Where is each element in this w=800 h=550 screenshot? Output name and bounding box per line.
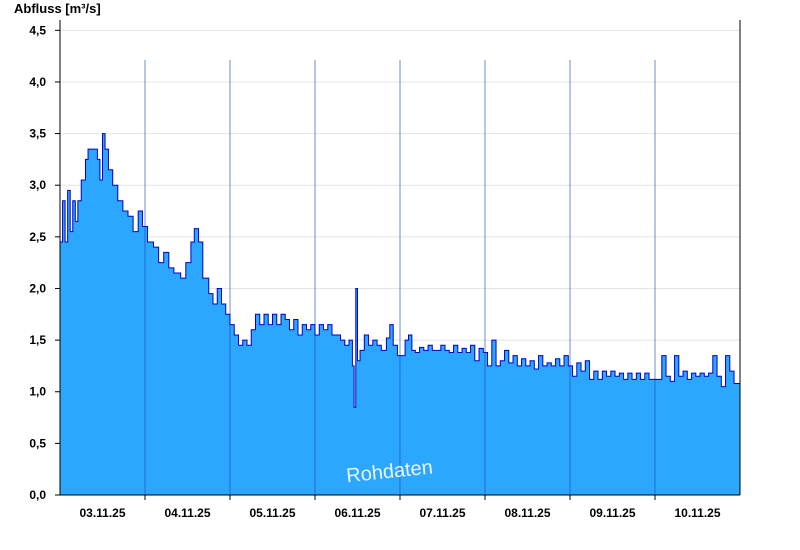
y-tick-label: 1,0 [29, 385, 46, 399]
x-tick-label: 08.11.25 [504, 506, 550, 520]
y-tick-label: 1,5 [29, 333, 46, 347]
x-tick-label: 05.11.25 [249, 506, 295, 520]
y-tick-label: 0,5 [29, 436, 46, 450]
x-tick-label: 09.11.25 [589, 506, 635, 520]
y-tick-label: 4,5 [29, 23, 46, 37]
y-tick-label: 4,0 [29, 75, 46, 89]
y-axis-ticks: 0,0 0,5 1,0 1,5 2,0 2,5 3,0 3,5 4,0 4,5 [29, 23, 60, 502]
y-tick-label: 3,0 [29, 178, 46, 192]
y-tick-label: 0,0 [29, 488, 46, 502]
y-tick-label: 2,5 [29, 230, 46, 244]
day-boundary-lines [144, 60, 656, 495]
discharge-line [60, 133, 740, 408]
y-tick-label: 2,0 [29, 281, 46, 295]
x-tick-label: 07.11.25 [419, 506, 465, 520]
x-tick-label: 06.11.25 [334, 506, 380, 520]
x-tick-label: 04.11.25 [164, 506, 210, 520]
x-axis-ticks: 03.11.25 04.11.25 05.11.25 06.11.25 07.11.25… [79, 495, 721, 520]
y-axis-label: Abfluss [m³/s] [14, 1, 101, 16]
x-tick-label: 03.11.25 [79, 506, 125, 520]
line-layer [60, 133, 740, 408]
x-tick-label: 10.11.25 [674, 506, 720, 520]
y-tick-label: 3,5 [29, 127, 46, 141]
